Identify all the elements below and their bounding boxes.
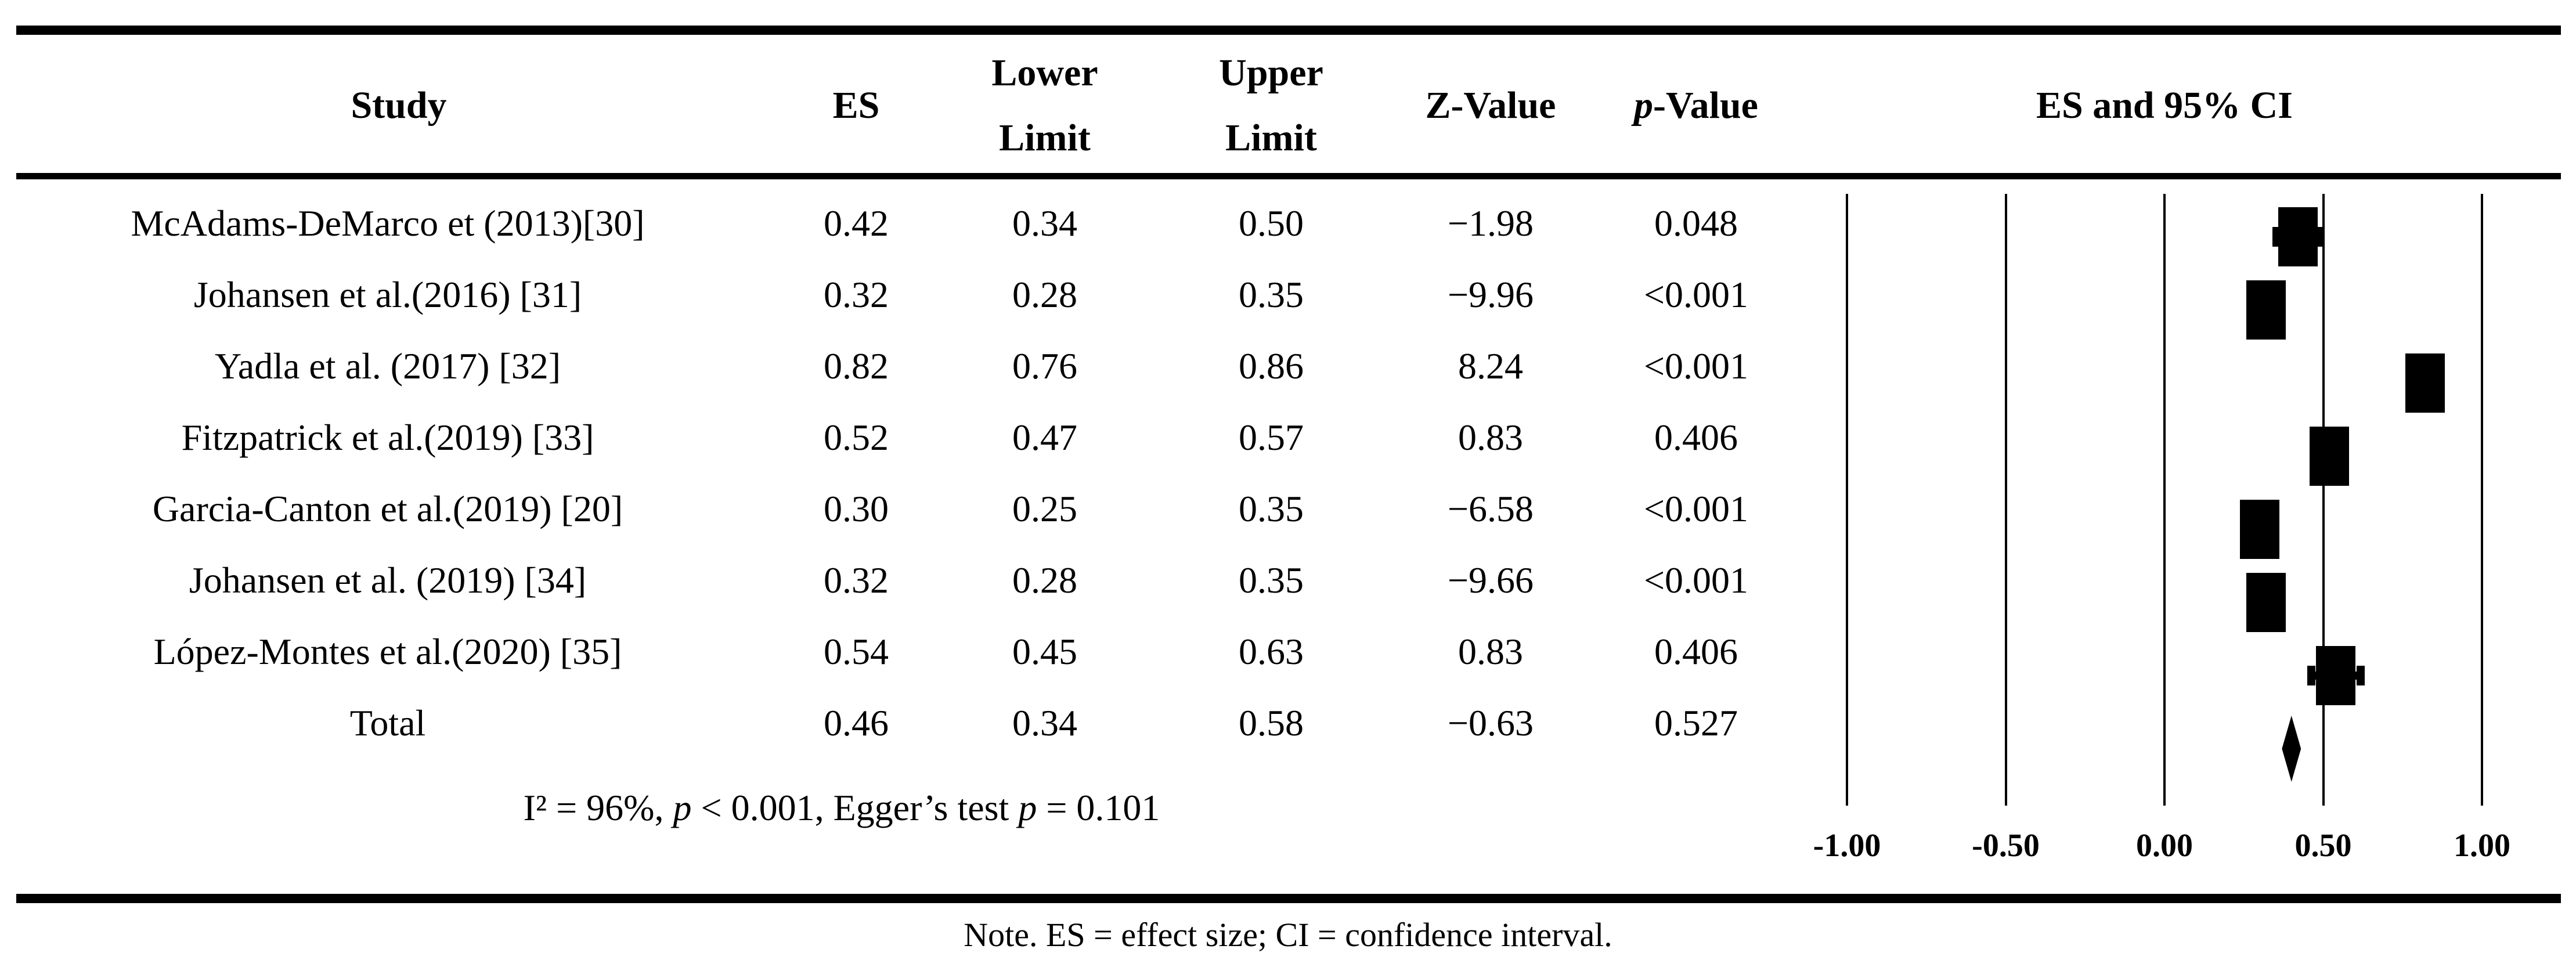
cell-upper: 0.58 [1239, 702, 1304, 744]
column-header-lower-limit: Lower Limit [991, 41, 1098, 171]
column-header-es: ES [832, 84, 880, 127]
cell-study: Yadla et al. (2017) [32] [214, 345, 561, 387]
cell-z: 8.24 [1458, 345, 1523, 387]
axis-gridline [2163, 194, 2166, 806]
axis-tick-label: 0.50 [2294, 828, 2352, 864]
cell-es: 0.82 [824, 345, 889, 387]
cell-z: −0.63 [1447, 702, 1534, 744]
cell-z: −9.96 [1447, 274, 1534, 315]
cell-lower: 0.45 [1012, 631, 1077, 672]
cell-z: 0.83 [1458, 631, 1523, 672]
column-header-z-value: Z-Value [1425, 84, 1556, 127]
axis-tick-label: 0.00 [2136, 828, 2193, 864]
axis-gridline [2481, 194, 2483, 806]
cell-p: 0.048 [1654, 203, 1738, 244]
cell-study: Total [349, 702, 426, 744]
cell-p: <0.001 [1643, 560, 1749, 601]
cell-study: Fitzpatrick et al.(2019) [33] [181, 417, 594, 458]
axis-gridline [2322, 194, 2325, 806]
cell-p: 0.406 [1654, 631, 1738, 672]
axis-tick-label: 1.00 [2454, 828, 2510, 864]
cell-lower: 0.25 [1012, 488, 1077, 529]
column-header-p-rest: -Value [1653, 84, 1758, 127]
cell-es: 0.46 [824, 702, 889, 744]
es-square [2316, 646, 2356, 705]
cell-upper: 0.63 [1239, 631, 1304, 672]
cell-p: 0.527 [1654, 702, 1738, 744]
cell-upper: 0.50 [1239, 203, 1304, 244]
axis-gridline [2004, 194, 2007, 806]
heterogeneity-seg4: = 0.101 [1037, 787, 1160, 828]
header-separator-rule [16, 173, 2561, 179]
cell-lower: 0.47 [1012, 417, 1077, 458]
heterogeneity-note: I² = 96%, p < 0.001, Egger’s test p = 0.… [524, 785, 1160, 831]
figure-note: Note. ES = effect size; CI = confidence … [964, 916, 1612, 954]
cell-upper: 0.35 [1239, 560, 1304, 601]
cell-lower: 0.34 [1012, 203, 1077, 244]
cell-es: 0.30 [824, 488, 889, 529]
axis-tick-label: -0.50 [1972, 828, 2040, 864]
es-square [2246, 280, 2286, 340]
es-square [2405, 353, 2445, 413]
cell-study: López-Montes et al.(2020) [35] [153, 631, 622, 672]
axis-gridline [1846, 194, 1848, 806]
column-header-upper-line1: Upper [1219, 52, 1323, 94]
cell-p: 0.406 [1654, 417, 1738, 458]
es-square [2246, 573, 2286, 632]
column-header-upper-limit: Upper Limit [1219, 41, 1323, 171]
column-header-p-italic: p [1634, 84, 1654, 127]
ci-whisker-cap-left [2307, 666, 2316, 685]
cell-lower: 0.76 [1012, 345, 1077, 387]
cell-lower: 0.28 [1012, 274, 1077, 315]
es-square [2278, 207, 2318, 266]
column-header-upper-line2: Limit [1225, 117, 1317, 159]
top-rule [16, 26, 2561, 35]
cell-upper: 0.35 [1239, 488, 1304, 529]
column-header-lower-line2: Limit [999, 117, 1091, 159]
cell-study: McAdams-DeMarco et (2013)[30] [131, 203, 645, 244]
heterogeneity-p2: p [1018, 787, 1037, 828]
cell-p: <0.001 [1643, 345, 1749, 387]
heterogeneity-p1: p [673, 787, 692, 828]
cell-z: −9.66 [1447, 560, 1534, 601]
column-header-plot: ES and 95% CI [2036, 84, 2293, 127]
cell-upper: 0.86 [1239, 345, 1304, 387]
summary-diamond [2282, 716, 2301, 782]
es-square [2240, 500, 2280, 559]
column-header-study: Study [351, 84, 447, 127]
cell-study: Johansen et al. (2019) [34] [189, 560, 587, 601]
cell-p: <0.001 [1643, 488, 1749, 529]
cell-z: −6.58 [1447, 488, 1534, 529]
cell-es: 0.42 [824, 203, 889, 244]
cell-es: 0.32 [824, 274, 889, 315]
cell-p: <0.001 [1643, 274, 1749, 315]
cell-lower: 0.34 [1012, 702, 1077, 744]
cell-study: Garcia-Canton et al.(2019) [20] [152, 488, 623, 529]
cell-es: 0.54 [824, 631, 889, 672]
cell-z: 0.83 [1458, 417, 1523, 458]
cell-lower: 0.28 [1012, 560, 1077, 601]
cell-study: Johansen et al.(2016) [31] [193, 274, 582, 315]
column-header-lower-line1: Lower [991, 52, 1098, 94]
cell-es: 0.52 [824, 417, 889, 458]
cell-z: −1.98 [1447, 203, 1534, 244]
column-header-p-value: p-Value [1634, 82, 1758, 129]
cell-upper: 0.35 [1239, 274, 1304, 315]
cell-es: 0.32 [824, 560, 889, 601]
bottom-rule [16, 894, 2561, 903]
es-square [2310, 427, 2350, 486]
heterogeneity-seg0: I² = 96%, [523, 787, 673, 828]
ci-whisker-cap-right [2356, 666, 2365, 685]
heterogeneity-seg2: < 0.001, Egger’s test [691, 787, 1019, 828]
axis-tick-label: -1.00 [1813, 828, 1881, 864]
cell-upper: 0.57 [1239, 417, 1304, 458]
